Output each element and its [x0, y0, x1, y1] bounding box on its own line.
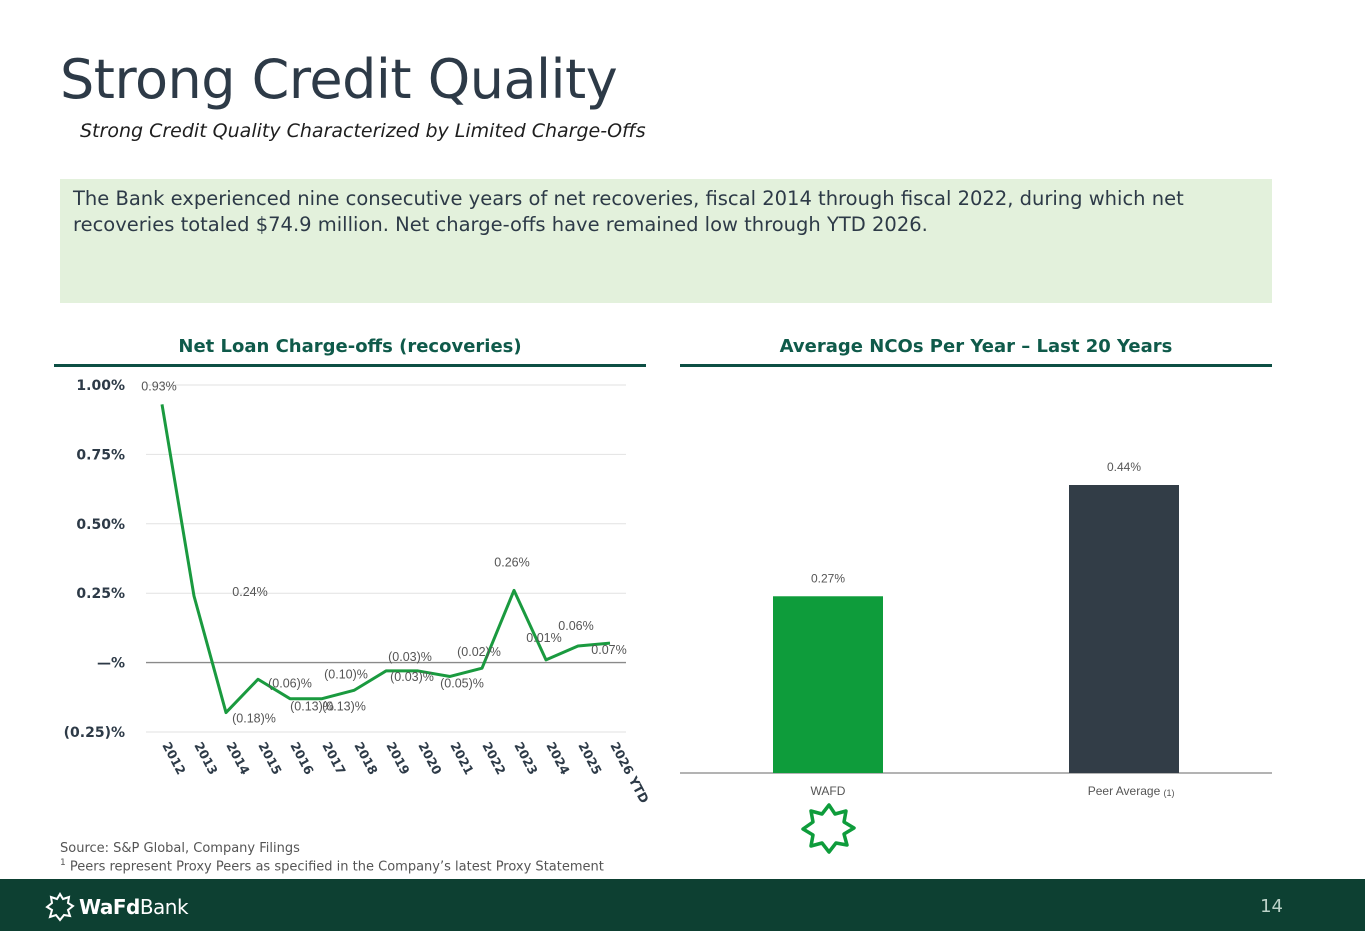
bar-category-label: Peer Average: [1088, 784, 1161, 798]
footnote-mark: 1: [60, 858, 66, 868]
source-notes: Source: S&P Global, Company Filings 1 Pe…: [60, 841, 604, 874]
line-chart-rule: [54, 364, 646, 367]
data-label: (0.10)%: [324, 667, 368, 681]
footer-logo: WaFdBank: [45, 892, 189, 922]
wafd-logo-icon: [45, 892, 75, 922]
bar: [1069, 485, 1179, 773]
bar-data-label: 0.44%: [1107, 460, 1141, 474]
bar-data-label: 0.27%: [811, 571, 845, 585]
data-label: (0.05)%: [440, 676, 484, 690]
data-label: (0.13)%: [290, 700, 334, 714]
bar: [773, 596, 883, 773]
data-label: (0.06)%: [268, 676, 312, 690]
callout-box: The Bank experienced nine consecutive ye…: [60, 179, 1272, 303]
data-label: 0.24%: [232, 585, 267, 599]
data-label: 0.01%: [526, 631, 561, 645]
y-tick-label: 1.00%: [76, 378, 125, 394]
callout-text: The Bank experienced nine consecutive ye…: [73, 187, 1184, 236]
footer-bar: [0, 879, 1365, 931]
page-title: Strong Credit Quality: [60, 48, 618, 111]
bar-category-footnote: (1): [1164, 788, 1175, 798]
line-chart-title: Net Loan Charge-offs (recoveries): [178, 336, 522, 357]
data-label: 0.06%: [558, 619, 593, 633]
y-tick-label: 0.75%: [76, 447, 125, 463]
wafd-emblem-icon: [801, 803, 856, 854]
data-label: (0.18)%: [232, 712, 276, 726]
data-label: 0.93%: [141, 379, 176, 393]
bar-chart-title: Average NCOs Per Year – Last 20 Years: [779, 336, 1173, 357]
data-label: (0.02)%: [457, 645, 501, 659]
y-tick-label: 0.25%: [76, 586, 125, 602]
data-label: 0.07%: [591, 643, 626, 657]
data-label: (0.03)%: [388, 650, 432, 664]
bar-chart-rule: [680, 364, 1272, 367]
data-label: 0.26%: [494, 555, 529, 569]
y-tick-label: —%: [97, 656, 125, 672]
y-tick-label: (0.25)%: [64, 725, 125, 741]
series-line: [160, 404, 611, 715]
bar-category-label: WAFD: [811, 784, 846, 798]
footnote-text: Peers represent Proxy Peers as specified…: [65, 859, 604, 875]
brand-name: WaFdBank: [79, 895, 189, 919]
y-tick-label: 0.50%: [76, 517, 125, 533]
source-line: Source: S&P Global, Company Filings: [60, 841, 300, 856]
data-label: (0.03)%: [390, 670, 434, 684]
footnote: 1 Peers represent Proxy Peers as specifi…: [60, 856, 604, 874]
page-number: 14: [1260, 896, 1283, 917]
data-label: (0.13)%: [322, 700, 366, 714]
page-subtitle: Strong Credit Quality Characterized by L…: [80, 120, 646, 142]
